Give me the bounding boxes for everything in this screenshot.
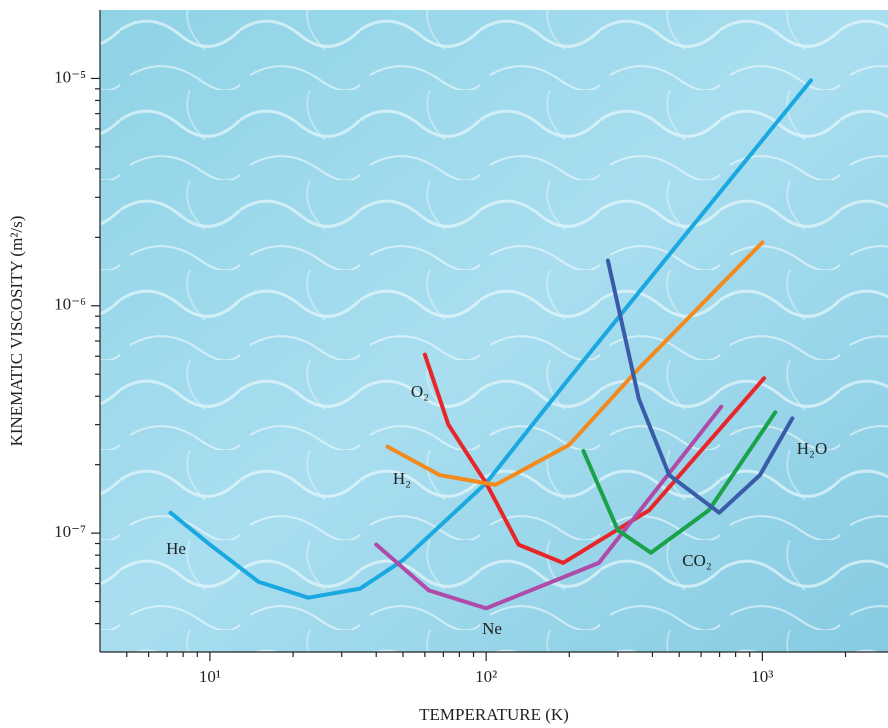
series-label: Ne: [482, 619, 502, 638]
plot-texture: [100, 10, 888, 652]
series-line: [385, 240, 765, 487]
y-tick-label: 10⁻⁷: [54, 522, 86, 541]
series-label: O₂: [411, 382, 429, 401]
series-label: H₂: [393, 469, 411, 488]
series-line: [422, 352, 767, 565]
series-label: H₂O: [797, 439, 827, 458]
x-tick-label: 10³: [751, 667, 773, 686]
series-line: [168, 78, 813, 600]
series-line: [581, 410, 778, 555]
series-label: CO₂: [682, 551, 712, 570]
x-axis-label: TEMPERATURE (K): [419, 705, 569, 724]
x-tick-label: 10²: [475, 667, 497, 686]
y-axis-label: KINEMATIC VISCOSITY (m²/s): [7, 216, 26, 447]
y-tick-label: 10⁻⁵: [54, 67, 86, 86]
series-line: [605, 258, 795, 515]
y-tick-label: 10⁻⁶: [54, 295, 86, 314]
series-line: [374, 404, 724, 611]
x-tick-label: 10¹: [199, 667, 221, 686]
series-label: He: [166, 539, 186, 558]
